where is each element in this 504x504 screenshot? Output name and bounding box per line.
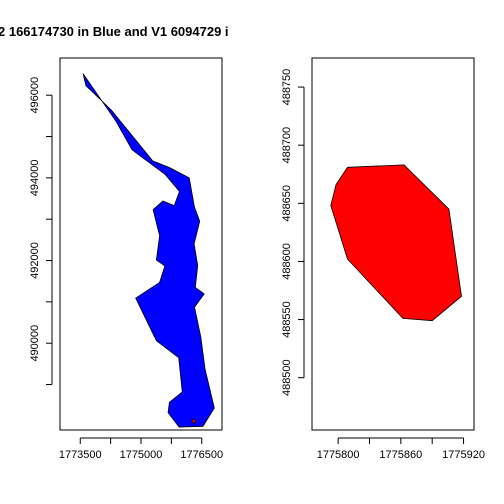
plot-frame-2 (311, 57, 475, 431)
x-tick-label-1-2: 1775000 (120, 449, 163, 461)
y-tick-label-1-3: 494000 (29, 160, 41, 197)
y-tick-label-1-4: 496000 (29, 77, 41, 114)
y-tick-label-2-3: 488600 (281, 243, 293, 280)
chart-title: 2 166174730 in Blue and V1 6094729 i (0, 24, 229, 39)
plot-frame-1 (59, 57, 223, 431)
x-tick-label-1-1: 1773500 (59, 449, 102, 461)
polygon-2-1 (330, 164, 462, 322)
y-tick-label-1-2: 492000 (29, 242, 41, 279)
y-tick-label-2-5: 488700 (281, 127, 293, 164)
polygon-1-1 (82, 73, 215, 428)
y-tick-label-2-4: 488650 (281, 185, 293, 222)
y-tick-label-2-2: 488550 (281, 301, 293, 338)
y-tick-label-1-1: 490000 (29, 325, 41, 362)
y-tick-label-2-1: 488500 (281, 359, 293, 396)
polygon-1-2 (191, 418, 197, 425)
x-tick-label-2-3: 1775920 (442, 449, 485, 461)
x-tick-label-1-3: 1776500 (180, 449, 223, 461)
y-tick-label-2-6: 488750 (281, 69, 293, 106)
x-tick-label-2-1: 1775800 (317, 449, 360, 461)
x-tick-label-2-2: 1775860 (379, 449, 422, 461)
